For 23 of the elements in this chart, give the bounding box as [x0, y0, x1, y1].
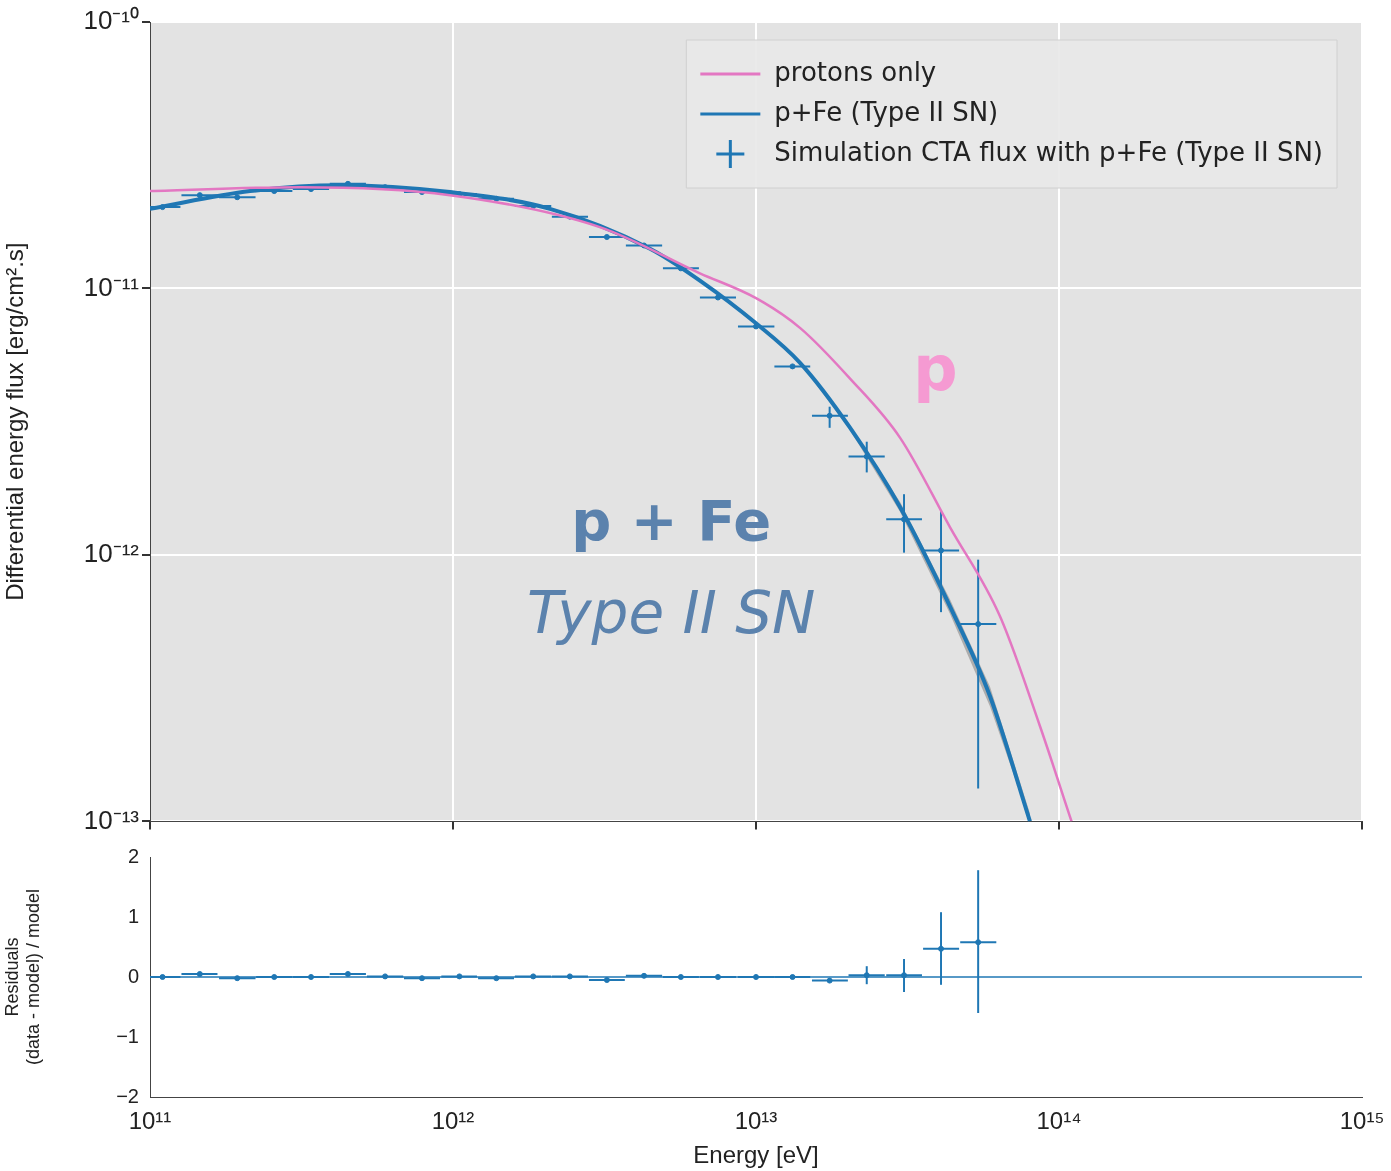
x-tick-label: 10¹⁵ — [1339, 1107, 1385, 1135]
y-tick-label: 10⁻¹¹ — [83, 271, 140, 302]
x-tick-label: 10¹¹ — [128, 1107, 172, 1135]
y-tick-label: −2 — [116, 1084, 139, 1107]
y-axis-title: Residuals (data - model) / model — [1, 888, 44, 1066]
legend-label: Simulation CTA flux with p+Fe (Type II SN) — [774, 136, 1324, 167]
annotation: Type II SN — [526, 578, 816, 647]
y-tick-label: 1 — [127, 904, 139, 927]
y-tick-label: 10⁻¹³ — [83, 804, 140, 835]
y-tick-label: 2 — [127, 844, 139, 867]
annotation: p — [913, 331, 958, 405]
annotation: p + Fe — [571, 488, 772, 554]
y-tick-label: 10⁻¹⁰ — [83, 5, 139, 36]
legend-label: p+Fe (Type II SN) — [774, 96, 999, 127]
y-tick-label: 0 — [127, 964, 139, 987]
legend-label: protons only — [774, 56, 937, 87]
x-tick-label: 10¹⁴ — [1036, 1107, 1082, 1135]
x-axis-title: Energy [eV] — [693, 1141, 819, 1169]
x-tick-label: 10¹³ — [734, 1107, 778, 1135]
y-axis-title: Differential energy flux [erg/cm².s] — [1, 242, 29, 601]
y-tick-label: 10⁻¹² — [83, 538, 140, 569]
x-tick-label: 10¹² — [431, 1107, 475, 1135]
y-tick-label: −1 — [116, 1024, 139, 1047]
